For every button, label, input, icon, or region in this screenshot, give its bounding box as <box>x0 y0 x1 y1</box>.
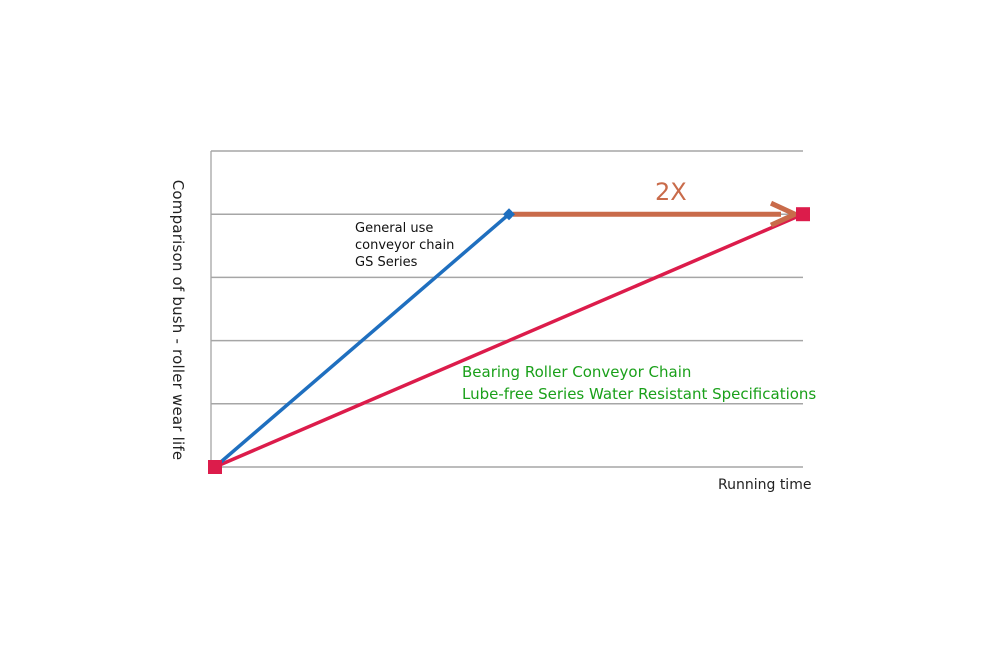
series-line-1 <box>213 212 511 469</box>
ratio-arrow-head <box>769 200 802 228</box>
series-label-gs-line-3: GS Series <box>355 255 418 270</box>
series-label-gs: General use conveyor chain GS Series <box>355 220 454 271</box>
series-lines <box>213 212 805 469</box>
series-label-br-line-2: Lube-free Series Water Resistant Specifi… <box>462 385 817 403</box>
series-label-gs-line-1: General use <box>355 221 434 236</box>
series-label-bearing-roller: Bearing Roller Conveyor Chain Lube-free … <box>462 361 816 405</box>
series-label-gs-line-2: conveyor chain <box>355 238 455 253</box>
y-axis-label: Comparison of bush - roller wear life <box>169 179 187 461</box>
ratio-arrow <box>513 200 802 228</box>
series-line-2 <box>213 212 805 469</box>
ratio-annotation: 2X <box>655 178 687 206</box>
series-markers <box>208 207 810 474</box>
gridlines <box>210 150 803 468</box>
x-axis-label: Running time <box>718 477 812 493</box>
series-2-point-1 <box>208 460 222 474</box>
series-1-point-2 <box>503 208 515 221</box>
series-2-point-2 <box>796 207 810 222</box>
series-label-br-line-1: Bearing Roller Conveyor Chain <box>462 363 692 381</box>
